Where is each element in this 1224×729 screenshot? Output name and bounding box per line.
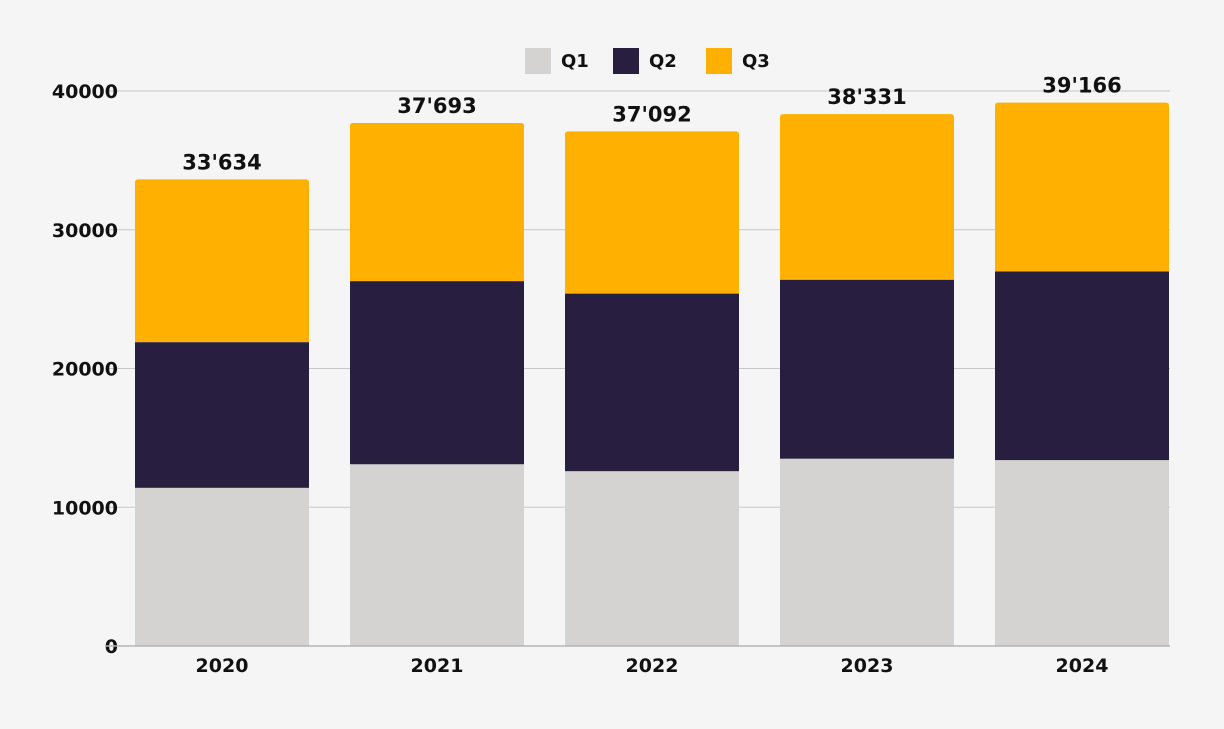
labels: 33'634 37'693 37'092 38'331 39'166	[182, 74, 1122, 175]
bar-q2-2020	[135, 342, 309, 488]
x-tick-label: 2023	[841, 655, 894, 677]
bar-q1-2024	[995, 460, 1169, 646]
bar-total-label: 39'166	[1042, 74, 1122, 98]
legend-label-q1: Q1	[561, 51, 589, 72]
bar-total-label: 37'693	[397, 94, 477, 118]
y-tick-label: 20000	[52, 359, 118, 381]
bar-total-label: 33'634	[182, 150, 262, 174]
x-tick-label: 2022	[626, 655, 679, 677]
y-tick-label: 10000	[52, 497, 118, 519]
y-tick-label: 40000	[52, 81, 118, 103]
legend: Q1 Q2 Q3	[525, 48, 770, 74]
x-tick-label: 2024	[1056, 655, 1109, 677]
bar-q3-2023	[780, 114, 954, 280]
bar-q1-2020	[135, 487, 309, 646]
bar-q3-2020	[135, 179, 309, 343]
y-tick-label: 30000	[52, 220, 118, 242]
x-tick-label: 2021	[411, 655, 464, 677]
bar-q1-2021	[350, 464, 524, 646]
bar-q2-2023	[780, 279, 954, 459]
legend-label-q2: Q2	[649, 51, 677, 72]
bars	[135, 102, 1169, 646]
bar-q3-2021	[350, 123, 524, 282]
legend-swatch-q3	[706, 48, 732, 74]
legend-swatch-q2	[613, 48, 639, 74]
axes: 0 10000 20000 30000 40000 2020 2021 2022 2023 202…	[52, 81, 1170, 677]
bar-total-label: 37'092	[612, 102, 692, 126]
x-tick-label: 2020	[196, 655, 249, 677]
legend-label-q3: Q3	[742, 51, 770, 72]
bar-q2-2024	[995, 271, 1169, 461]
legend-swatch-q1	[525, 48, 551, 74]
bar-q3-2024	[995, 102, 1169, 272]
bar-q3-2022	[565, 131, 739, 294]
bar-q2-2021	[350, 281, 524, 465]
bar-q1-2022	[565, 471, 739, 646]
bar-total-label: 38'331	[827, 85, 907, 109]
y-tick-label: 0	[105, 636, 118, 658]
bar-q1-2023	[780, 458, 954, 646]
bar-q2-2022	[565, 293, 739, 472]
